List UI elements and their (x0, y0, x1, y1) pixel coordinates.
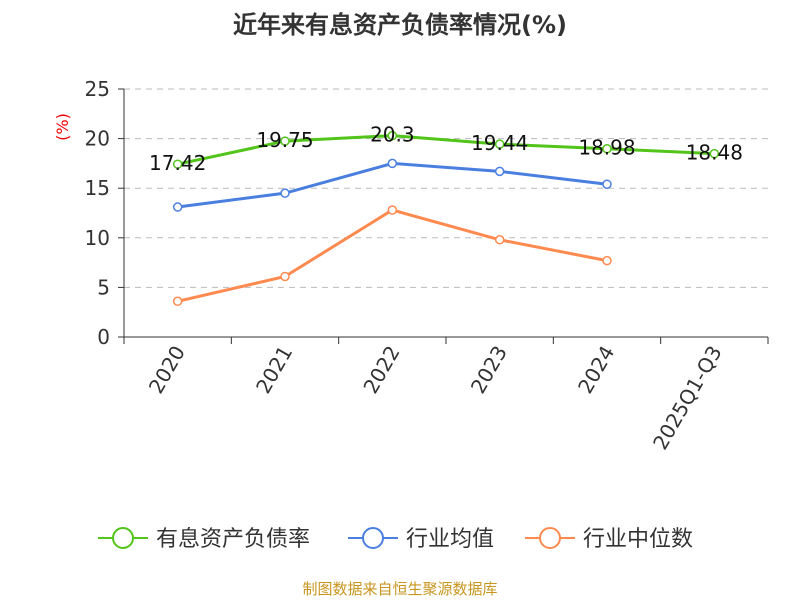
data-point[interactable] (172, 159, 183, 169)
x-tick-label: 2021 (251, 342, 297, 398)
y-tick-label: 0 (97, 325, 110, 349)
legend-label[interactable]: 有息资产负债率 (156, 527, 310, 552)
data-label: 17.42 (149, 151, 206, 175)
data-point[interactable] (172, 202, 183, 212)
y-tick-label: 10 (85, 226, 110, 250)
x-tick-label: 2024 (573, 342, 619, 398)
data-label: 18.48 (686, 141, 743, 165)
y-axis-label: (%) (53, 113, 72, 141)
data-point[interactable] (602, 255, 612, 266)
data-label: 20.3 (370, 123, 415, 147)
y-tick-label: 25 (85, 77, 110, 101)
data-label: 19.44 (471, 131, 528, 155)
legend-label[interactable]: 行业中位数 (583, 527, 693, 552)
data-label: 18.98 (578, 136, 635, 160)
chart-title: 近年来有息资产负债率情况(%) (233, 11, 567, 39)
y-tick-label: 20 (85, 127, 110, 151)
data-point[interactable] (280, 271, 290, 282)
y-tick-label: 15 (85, 176, 110, 200)
data-point[interactable] (602, 143, 612, 154)
data-point[interactable] (709, 148, 720, 159)
data-point[interactable] (280, 136, 290, 146)
data-point[interactable] (387, 205, 398, 215)
legend-marker[interactable] (112, 527, 134, 549)
data-point[interactable] (494, 235, 505, 245)
data-point[interactable] (172, 296, 183, 307)
x-tick-label: 2020 (144, 342, 190, 398)
data-point[interactable] (387, 130, 398, 141)
data-point[interactable] (387, 158, 398, 169)
data-point[interactable] (494, 166, 505, 177)
footer-source: 制图数据来自恒生聚源数据库 (302, 580, 497, 598)
series-line (177, 134, 715, 166)
data-label: 19.75 (256, 128, 313, 152)
legend-label[interactable]: 行业均值 (406, 527, 494, 552)
legend-marker[interactable] (362, 527, 384, 549)
y-tick-label: 5 (97, 275, 110, 299)
series-line (177, 161, 608, 209)
x-tick-label: 2023 (466, 341, 512, 397)
legend-marker[interactable] (539, 527, 561, 549)
data-point[interactable] (280, 188, 290, 198)
x-tick-label: 2022 (358, 342, 404, 398)
data-point[interactable] (494, 139, 505, 149)
data-point[interactable] (602, 179, 612, 189)
x-tick-label: 2025Q1-Q3 (648, 342, 727, 454)
